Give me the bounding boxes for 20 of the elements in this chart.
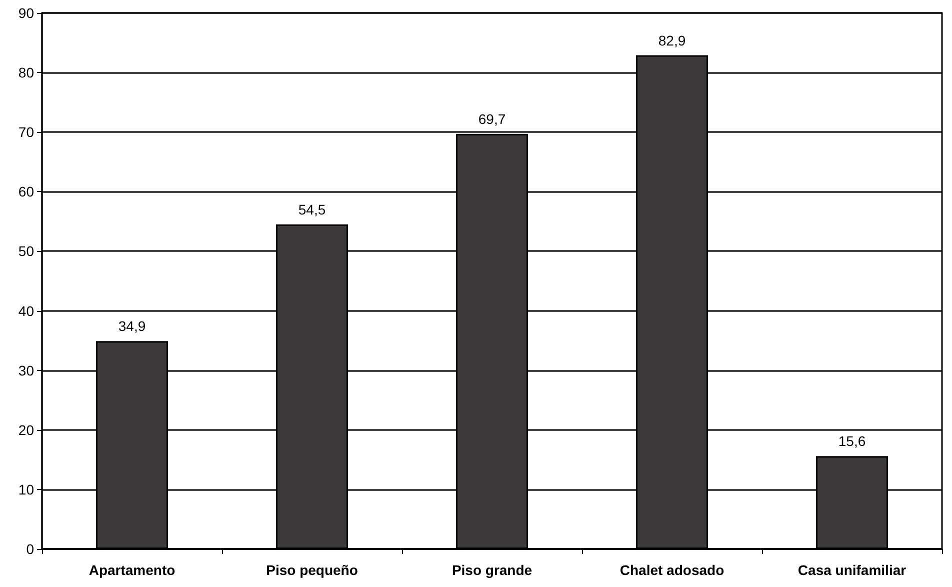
y-tick-label: 70 <box>18 124 34 140</box>
x-tick-label: Piso grande <box>452 562 532 578</box>
x-tick-label: Piso pequeño <box>266 562 358 578</box>
data-label: 54,5 <box>298 201 326 218</box>
y-tick-label: 80 <box>18 64 34 81</box>
x-tick-label: Casa unifamiliar <box>798 562 907 578</box>
x-tick-label: Chalet adosado <box>620 562 724 578</box>
data-label: 34,9 <box>118 318 146 334</box>
y-tick-label: 10 <box>18 481 34 498</box>
data-label: 82,9 <box>658 32 686 48</box>
y-tick-label: 90 <box>18 5 34 21</box>
y-tick-label: 0 <box>26 541 34 557</box>
x-tick-label: Apartamento <box>88 562 176 578</box>
data-label: 69,7 <box>478 110 506 127</box>
y-tick-label: 50 <box>18 243 34 260</box>
data-label: 15,6 <box>838 433 866 450</box>
y-tick-label: 30 <box>18 362 34 378</box>
y-tick-label: 20 <box>18 422 34 438</box>
y-tick-label: 60 <box>18 184 34 200</box>
y-tick-label: 40 <box>18 302 34 319</box>
